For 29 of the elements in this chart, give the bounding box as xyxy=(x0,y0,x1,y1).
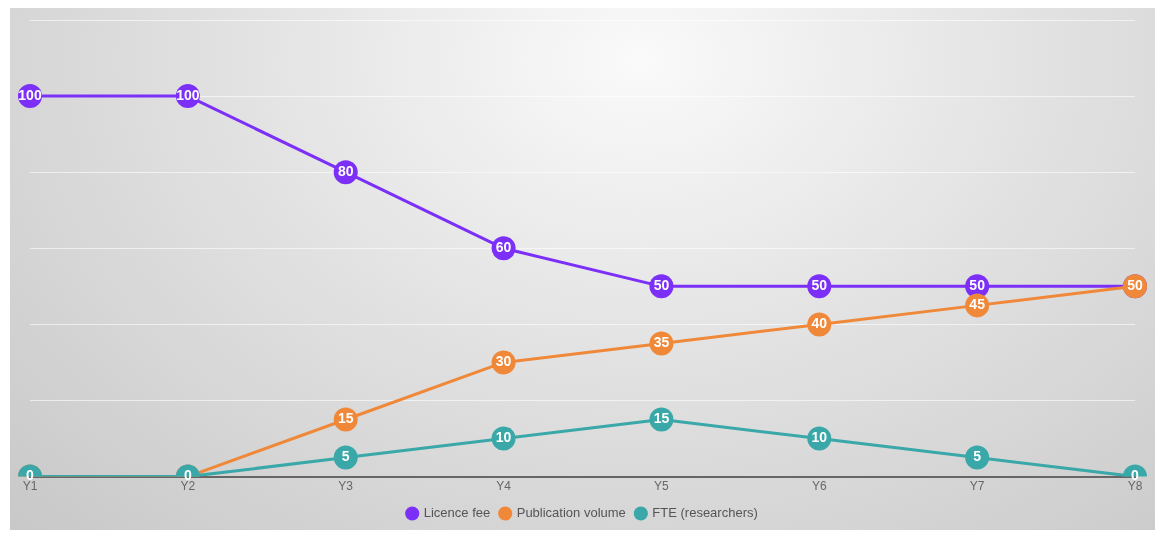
x-tick-label: Y2 xyxy=(180,479,196,494)
legend-label: FTE (researchers) xyxy=(652,505,758,521)
data-label: 10 xyxy=(495,429,512,446)
x-tick-label: Y5 xyxy=(654,479,670,494)
data-label: 10 xyxy=(811,429,828,446)
data-label: 50 xyxy=(811,277,828,294)
data-label: 30 xyxy=(495,353,512,370)
data-label: 35 xyxy=(653,334,670,351)
data-label: 50 xyxy=(1127,277,1143,294)
x-tick-label: Y1 xyxy=(22,479,38,494)
data-label: 5 xyxy=(973,448,982,465)
data-label: 40 xyxy=(811,315,828,332)
x-tick-label: Y8 xyxy=(1127,479,1143,494)
data-label: 15 xyxy=(653,410,670,427)
x-tick-label: Y4 xyxy=(496,479,512,494)
x-tick-label: Y6 xyxy=(811,479,827,494)
x-tick-label: Y3 xyxy=(338,479,354,494)
data-label: 100 xyxy=(176,86,200,103)
data-label: 100 xyxy=(18,86,42,103)
data-label: 50 xyxy=(969,277,986,294)
data-label: 15 xyxy=(337,410,354,427)
data-label: 45 xyxy=(969,296,986,313)
data-label: 60 xyxy=(495,239,512,256)
data-label: 50 xyxy=(653,277,670,294)
data-label: 5 xyxy=(341,448,350,465)
legend-label: Licence fee xyxy=(423,505,491,521)
x-tick-label: Y7 xyxy=(969,479,985,494)
legend-label: Publication volume xyxy=(516,505,626,521)
data-label: 80 xyxy=(337,163,354,180)
